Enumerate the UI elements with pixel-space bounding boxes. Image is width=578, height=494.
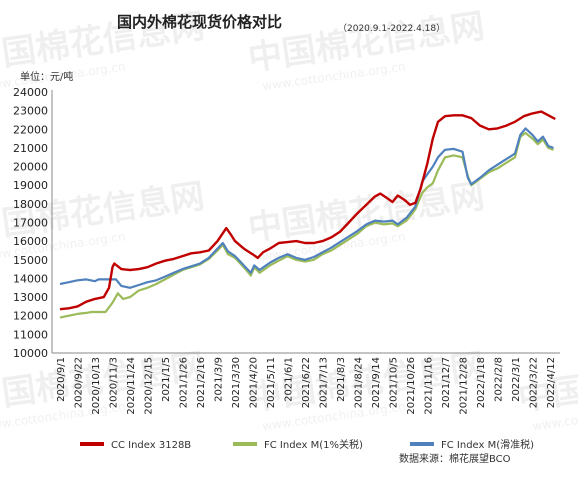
y-tick-label: 18000: [13, 198, 48, 211]
legend-label-cc-index: CC Index 3128B: [111, 440, 191, 451]
x-tick-label: 2021/10/26: [406, 357, 417, 415]
series-line-0: [59, 110, 556, 311]
series-lines: [59, 110, 556, 319]
x-tick-label: 2020/9/1: [56, 357, 67, 402]
axes: [51, 90, 560, 354]
x-axis-ticks: 2020/9/1 2020/9/22 2020/10/13 2020/11/3 2020…: [56, 357, 557, 415]
x-tick-label: 2021/6/1: [284, 357, 295, 402]
x-tick-label: 2021/8/3: [336, 357, 347, 402]
legend-label-fc-index-sliding: FC Index M(滑准税): [441, 438, 534, 451]
x-tick-label: 2020/9/22: [74, 357, 85, 408]
x-tick-label: 2021/11/16: [424, 357, 435, 415]
x-tick-label: 2021/9/14: [371, 357, 382, 408]
x-tick-label: 2021/10/5: [389, 357, 400, 408]
data-source-note: 数据来源：棉花展望BCO: [399, 452, 511, 465]
y-tick-label: 13000: [13, 291, 48, 304]
y-tick-label: 11000: [13, 328, 48, 341]
x-tick-label: 2020/11/24: [126, 357, 137, 415]
y-tick-label: 24000: [13, 86, 48, 99]
x-tick-label: 2022/3/1: [511, 357, 522, 402]
x-tick-label: 2021/6/22: [301, 357, 312, 408]
y-tick-label: 22000: [13, 123, 48, 136]
y-tick-label: 21000: [13, 142, 48, 155]
x-tick-label: 2021/5/11: [266, 357, 277, 408]
legend: CC Index 3128B FC Index M(1%关税) FC Index…: [80, 438, 534, 451]
x-tick-label: 2022/4/12: [546, 357, 557, 408]
y-tick-label: 19000: [13, 179, 48, 192]
chart-title: 国内外棉花现货价格对比: [117, 13, 282, 31]
y-tick-label: 23000: [13, 105, 48, 118]
x-tick-label: 2020/12/15: [144, 357, 155, 415]
x-tick-label: 2020/10/13: [91, 357, 102, 415]
x-tick-label: 2021/1/5: [161, 357, 172, 402]
y-axis-ticks: 10000 11000 12000 13000 14000 15000 16000 17000…: [13, 86, 48, 360]
y-tick-label: 17000: [13, 217, 48, 230]
y-tick-label: 14000: [13, 272, 48, 285]
x-tick-label: 2021/1/26: [179, 357, 190, 408]
x-tick-label: 2022/1/18: [476, 357, 487, 408]
chart-subtitle: （2020.9.1-2022.4.18）: [338, 23, 445, 34]
x-tick-label: 2020/11/3: [109, 357, 120, 408]
x-tick-label: 2021/12/7: [441, 357, 452, 408]
x-tick-label: 2021/4/20: [249, 357, 260, 408]
y-tick-label: 10000: [13, 347, 48, 360]
y-tick-label: 16000: [13, 235, 48, 248]
y-tick-label: 15000: [13, 254, 48, 267]
y-tick-label: 12000: [13, 310, 48, 323]
x-tick-label: 2021/8/24: [354, 357, 365, 408]
series-line-2: [59, 127, 554, 289]
x-tick-label: 2021/3/9: [214, 357, 225, 402]
y-axis-unit-label: 单位：元/吨: [20, 70, 73, 83]
x-tick-label: 2022/3/22: [529, 357, 540, 408]
x-tick-label: 2021/12/28: [459, 357, 470, 415]
x-tick-label: 2021/7/13: [319, 357, 330, 408]
x-tick-label: 2021/3/30: [231, 357, 242, 408]
x-tick-label: 2022/2/8: [494, 357, 505, 402]
legend-label-fc-index-1pct: FC Index M(1%关税): [264, 438, 363, 451]
y-tick-label: 20000: [13, 161, 48, 174]
x-tick-label: 2021/2/16: [196, 357, 207, 408]
